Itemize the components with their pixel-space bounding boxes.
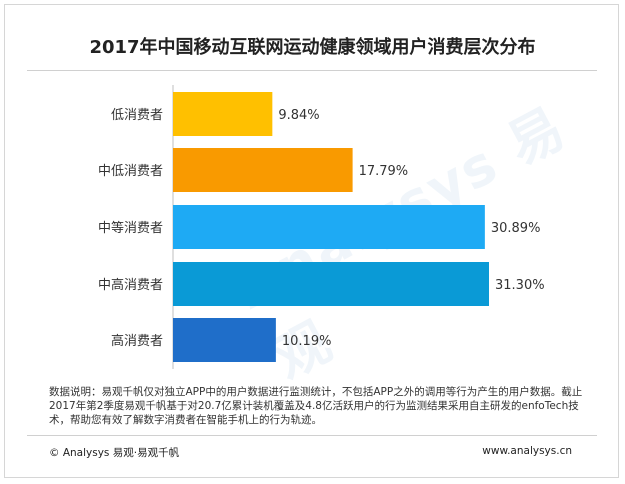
category-label-2: 中等消费者 [98,220,163,236]
value-label-1: 17.79% [359,164,409,179]
title-divider [27,70,597,71]
category-label-4: 高消费者 [111,333,163,349]
bar-1 [173,148,353,192]
category-label-0: 低消费者 [111,108,163,123]
footer-copyright: © Analysys 易观·易观千帆 [49,447,180,459]
data-note: 数据说明：易观千帆仅对独立APP中的用户数据进行监测统计，不包括APP之外的调用… [49,386,583,426]
bar-3 [173,262,489,306]
category-label-1: 中低消费者 [98,164,163,179]
bar-2 [173,205,485,249]
bar-0 [173,92,273,136]
footer-divider [27,435,597,436]
chart-title: 2017年中国移动互联网运动健康领域用户消费层次分布 [89,37,536,58]
footer-website: www.analysys.cn [482,445,572,457]
value-label-4: 10.19% [282,334,332,349]
bar-4 [173,318,276,362]
value-label-3: 31.30% [495,278,545,293]
bar-chart: 低消费者 9.84% 中低消费者 17.79% 中等消费者 30.89% 中高消费者 31.3… [98,85,545,369]
value-label-0: 9.84% [278,108,319,123]
value-label-2: 30.89% [491,221,541,236]
chart-frame: 2017年中国移动互联网运动健康领域用户消费层次分布 Analysys 易观 低… [4,4,619,478]
category-label-3: 中高消费者 [98,277,163,293]
